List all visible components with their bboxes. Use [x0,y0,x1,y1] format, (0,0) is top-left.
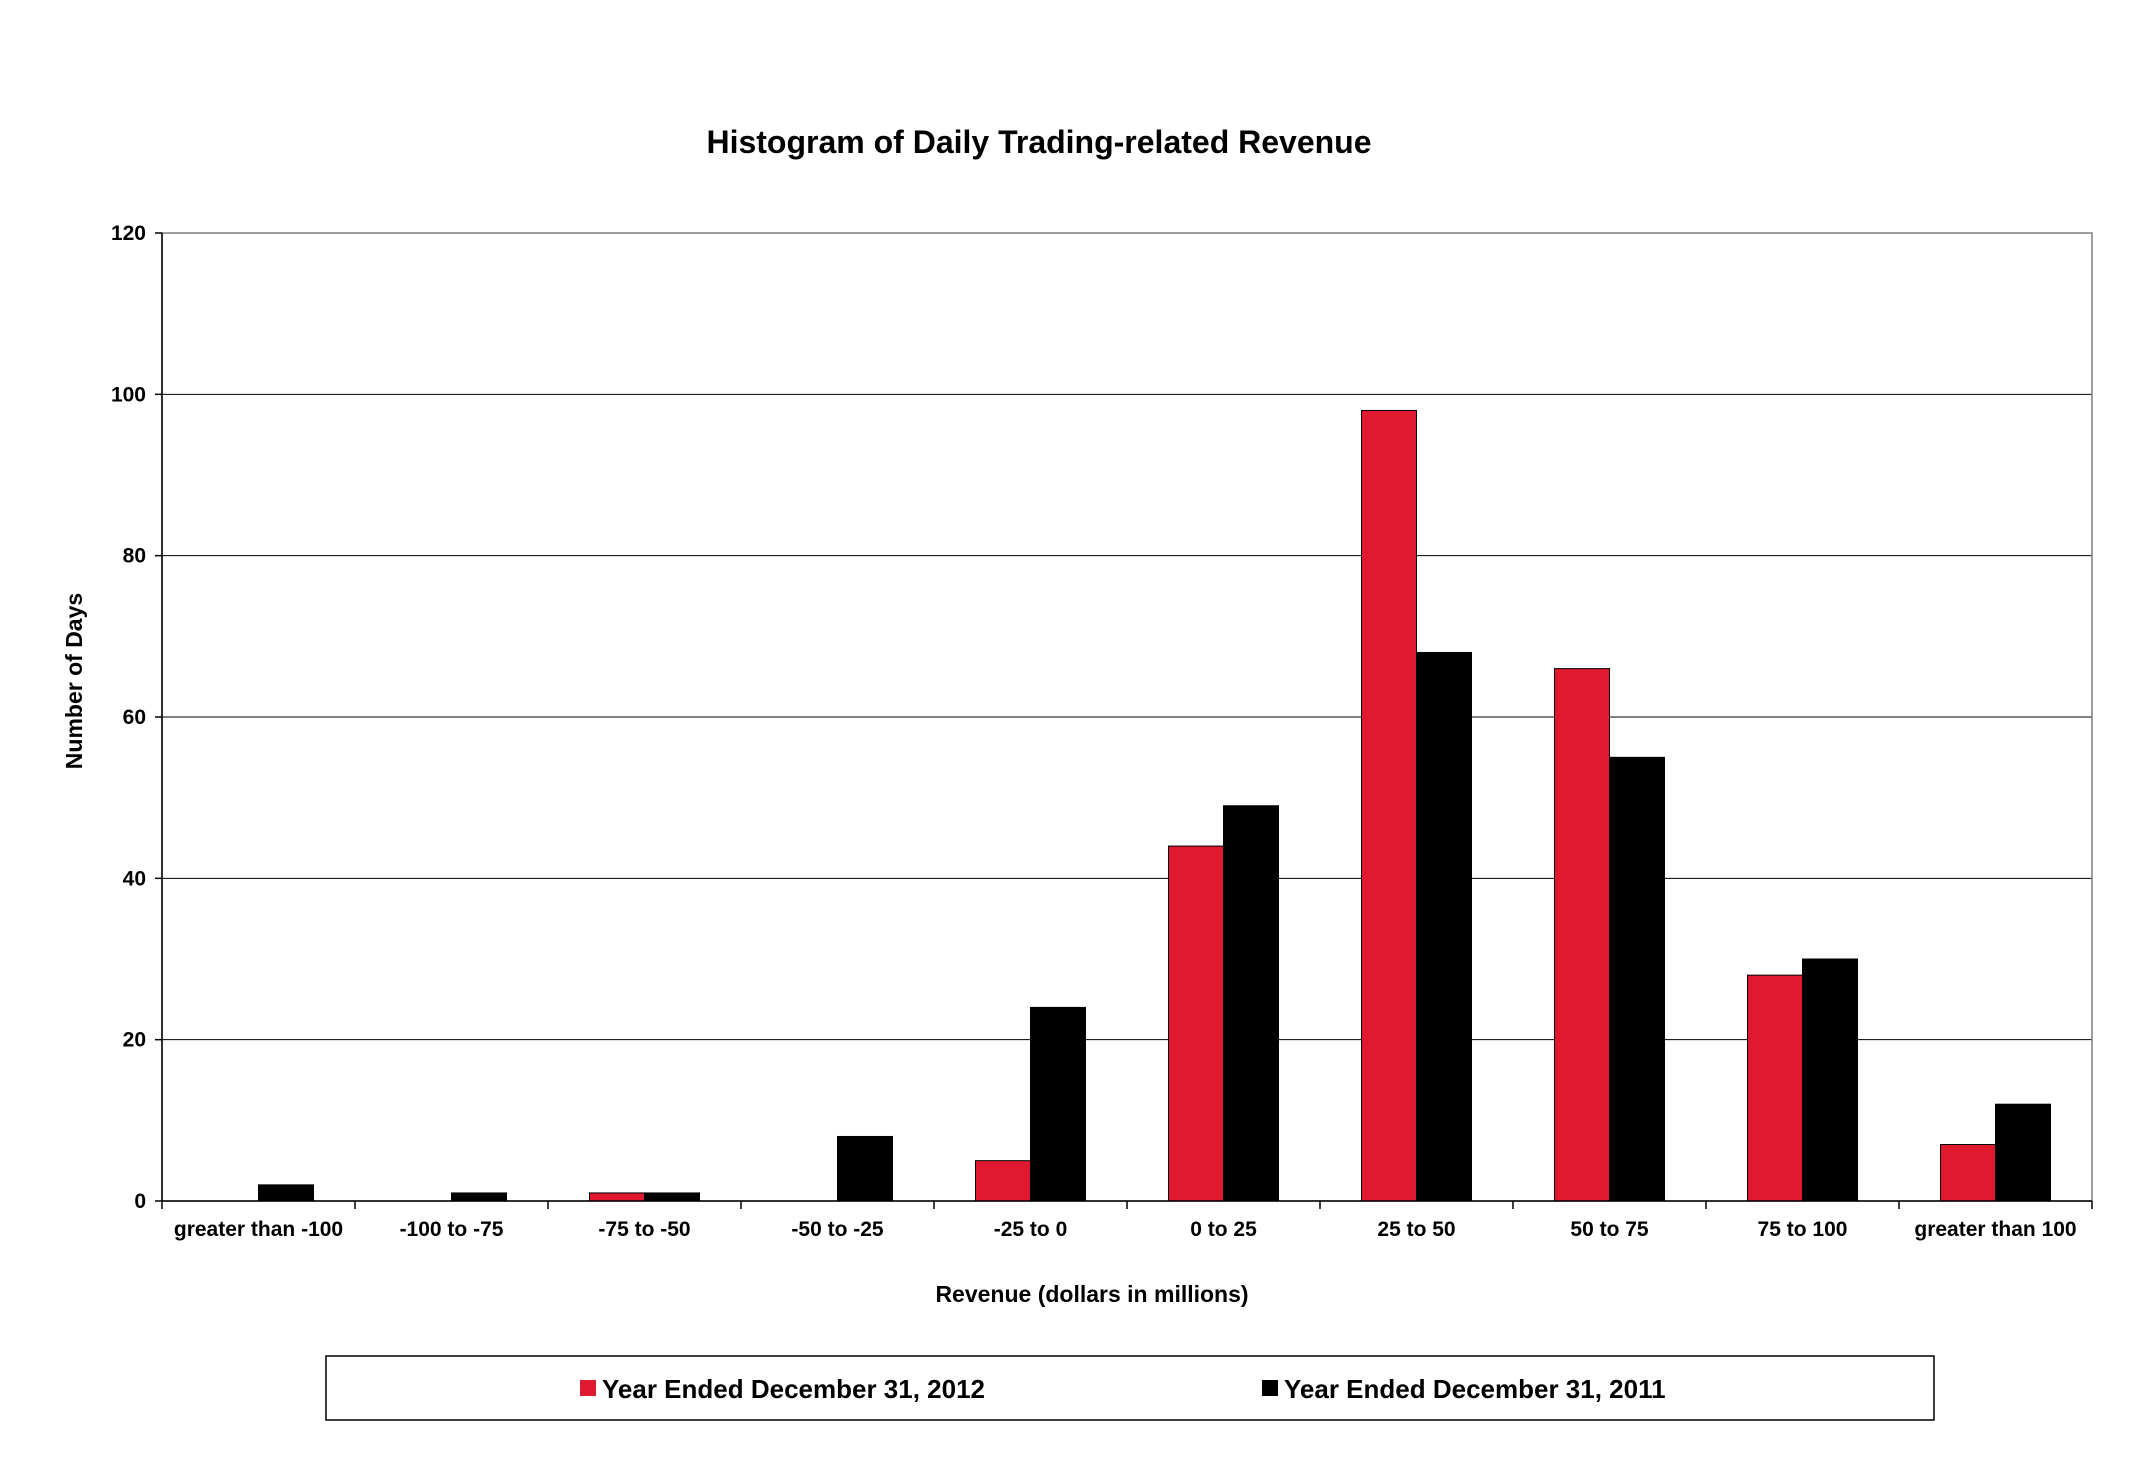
y-tick-label: 80 [123,545,146,568]
legend: Year Ended December 31, 2012 Year Ended … [325,1355,1935,1421]
y-axis-title: Number of Days [61,593,87,769]
legend-swatch-2012 [580,1380,596,1396]
y-tick-label: 100 [111,383,146,406]
x-tick-label: -75 to -50 [598,1218,690,1241]
legend-label-2011: Year Ended December 31, 2011 [1284,1374,1666,1404]
bar-2012-7 [1554,668,1610,1202]
x-tick-label: greater than 100 [1914,1218,2076,1241]
y-axis: 0 20 40 60 80 100 120 [111,222,163,1213]
bar-2012-6 [1361,409,1417,1202]
x-axis: greater than -100 -100 to -75 -75 to -50 -5… [161,1200,2093,1241]
bar-2011-5 [1223,805,1279,1202]
gridlines [162,393,2092,1041]
bar-2011-7 [1609,756,1665,1202]
x-tick-label: 25 to 50 [1377,1218,1455,1241]
x-tick-label: -100 to -75 [400,1218,504,1241]
y-tick-label: 120 [111,222,146,245]
bar-2012-5 [1168,845,1224,1202]
x-axis-title: Revenue (dollars in millions) [935,1281,1248,1307]
y-tick-label: 0 [134,1190,146,1213]
bar-2011-4 [1030,1006,1086,1202]
bar-2011-9 [1995,1103,2051,1202]
bar-2011-2 [644,1192,700,1202]
bar-2011-6 [1416,651,1472,1202]
x-tick-label: greater than -100 [174,1218,343,1241]
x-tick-label: -50 to -25 [791,1218,884,1241]
y-tick-label: 60 [123,706,146,729]
bar-2011-1 [451,1192,507,1202]
bar-2011-3 [837,1135,893,1202]
legend-label-2012: Year Ended December 31, 2012 [602,1374,985,1404]
x-tick-label: 75 to 100 [1758,1218,1848,1241]
bar-2012-2 [589,1192,645,1202]
bar-2012-8 [1747,974,1803,1202]
x-tick-label: 50 to 75 [1570,1218,1649,1241]
x-tick-label: -25 to 0 [994,1218,1068,1241]
chart-title: Histogram of Daily Trading-related Reven… [706,124,1371,160]
bar-2012-4 [975,1160,1031,1202]
legend-swatch-2011 [1262,1380,1278,1396]
x-tick-label: 0 to 25 [1190,1218,1257,1241]
bar-2012-9 [1940,1144,1996,1202]
y-tick-label: 20 [123,1029,146,1052]
legend-frame [325,1355,1935,1421]
bars [258,409,2051,1202]
bar-2011-8 [1802,958,1858,1202]
y-tick-label: 40 [123,867,146,890]
bar-2011-0 [258,1184,314,1202]
